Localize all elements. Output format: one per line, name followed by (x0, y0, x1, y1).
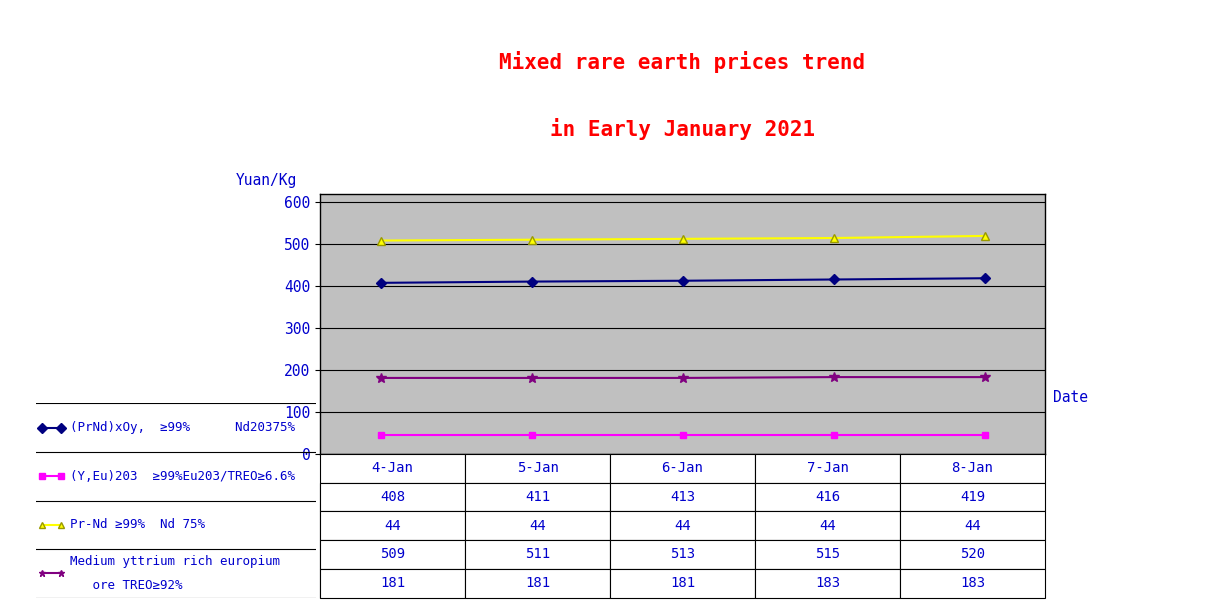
Text: (PrNd)xOy,  ≥99%      Nd20375%: (PrNd)xOy, ≥99% Nd20375% (70, 421, 295, 434)
Text: Pr-Nd ≥99%  Nd 75%: Pr-Nd ≥99% Nd 75% (70, 518, 205, 531)
Text: Date: Date (1053, 390, 1088, 405)
Text: ore TREO≥92%: ore TREO≥92% (70, 579, 182, 592)
Text: in Early January 2021: in Early January 2021 (550, 118, 815, 140)
Text: Medium yttrium rich europium: Medium yttrium rich europium (70, 554, 280, 567)
Text: (Y,Eu)203  ≥99%Eu203/TREO≥6.6%: (Y,Eu)203 ≥99%Eu203/TREO≥6.6% (70, 470, 295, 483)
Text: Yuan/Kg: Yuan/Kg (236, 173, 297, 188)
Text: Mixed rare earth prices trend: Mixed rare earth prices trend (499, 51, 866, 73)
